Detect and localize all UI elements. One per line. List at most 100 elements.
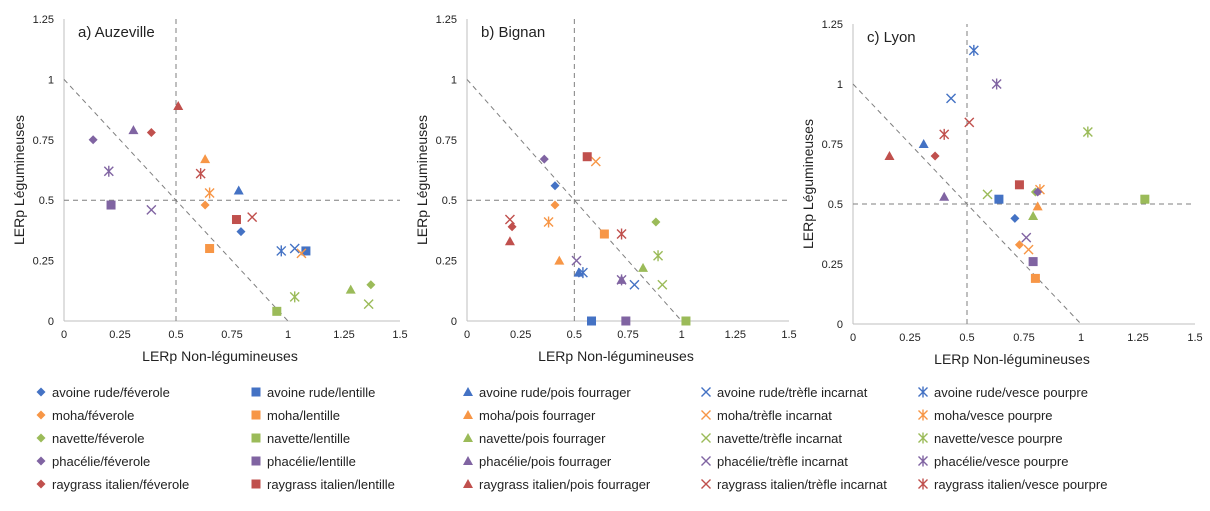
y-tick-label: 0 [451, 316, 457, 328]
legend-entry-label: avoine rude/pois fourrager [479, 385, 631, 400]
panel-title: a) Auzeville [78, 24, 155, 41]
scatter-panel: 0 0.25 0.5 0.75 1 1.25 1.5 0 0.25 0.5 0.75 1 1.25 c) … [800, 19, 1203, 367]
data-point [653, 250, 664, 262]
data-point [128, 125, 139, 135]
x-tick-label: 1 [679, 329, 685, 341]
legend-entry-label: navette/lentille [267, 431, 350, 446]
data-point [103, 165, 114, 177]
legend-marker [918, 455, 928, 467]
data-point [657, 279, 668, 290]
x-tick-label: 0.5 [567, 329, 582, 341]
y-tick-label: 0.25 [436, 256, 457, 268]
legend-entry-label: moha/vesce pourpre [934, 408, 1053, 423]
data-point [236, 227, 246, 237]
x-tick-label: 1.25 [1127, 332, 1148, 344]
legend-marker [36, 410, 46, 420]
legend-marker [701, 479, 711, 489]
y-tick-label: 0.75 [33, 135, 54, 147]
data-point [1021, 232, 1032, 243]
legend-marker [251, 456, 261, 466]
data-point [991, 78, 1002, 90]
data-point [629, 279, 640, 290]
legend-entry-label: navette/vesce pourpre [934, 431, 1063, 446]
legend-marker [463, 433, 473, 442]
legend-entry-label: phacélie/lentille [267, 454, 356, 469]
legend-entry-label: navette/trèfle incarnat [717, 431, 842, 446]
data-point [939, 128, 950, 140]
legend-entry-label: navette/pois fourrager [479, 431, 606, 446]
data-point [1082, 126, 1093, 138]
data-point [363, 299, 374, 310]
legend-marker [701, 410, 711, 420]
data-point [233, 185, 244, 195]
data-point [195, 168, 206, 180]
y-tick-label: 1 [837, 79, 843, 91]
y-tick-label: 1.25 [436, 14, 457, 26]
data-point [146, 128, 156, 138]
legend-entry-label: navette/féverole [52, 431, 145, 446]
data-point [1030, 273, 1040, 283]
data-point [504, 236, 515, 246]
legend-entry-label: phacélie/féverole [52, 454, 150, 469]
data-point [247, 212, 258, 223]
legend-marker [36, 456, 46, 466]
legend-entry-label: raygrass italien/lentille [267, 477, 395, 492]
x-tick-label: 1.25 [725, 329, 746, 341]
legend-marker [918, 432, 928, 444]
data-point [543, 216, 554, 228]
y-tick-label: 0.25 [822, 259, 843, 271]
data-point [1023, 244, 1034, 255]
legend-entry-label: avoine rude/vesce pourpre [934, 385, 1088, 400]
scatter-panel: 0 0.25 0.5 0.75 1 1.25 1.5 0 0.25 0.5 0.75 1 1.25 b) … [414, 14, 797, 364]
data-point [1140, 194, 1150, 204]
data-point [366, 280, 376, 290]
legend-entry-label: avoine rude/lentille [267, 385, 375, 400]
x-tick-label: 0.75 [221, 329, 242, 341]
scatter-panel: 0 0.25 0.5 0.75 1 1.25 1.5 0 0.25 0.5 0.75 1 1.25 a) … [11, 14, 408, 364]
legend-entry-label: raygrass italien/pois fourrager [479, 477, 651, 492]
legend-marker [918, 409, 928, 421]
data-point [88, 135, 98, 145]
x-tick-label: 1.5 [392, 329, 407, 341]
data-point [345, 284, 356, 294]
x-tick-label: 0.75 [1013, 332, 1034, 344]
legend-marker [463, 387, 473, 396]
legend: avoine rude/féverole avoine rude/lentille… [36, 385, 1107, 492]
data-point [939, 191, 950, 201]
y-axis-label: LERp Légumineuses [11, 115, 27, 245]
data-point [1032, 201, 1043, 211]
data-point [587, 316, 597, 326]
data-point [918, 139, 929, 148]
legend-marker [463, 479, 473, 488]
legend-entry-label: avoine rude/féverole [52, 385, 170, 400]
panel-title: b) Bignan [481, 24, 545, 41]
data-point [200, 154, 211, 164]
legend-marker [701, 387, 711, 397]
data-point [289, 291, 300, 303]
legend-entry-label: phacélie/vesce pourpre [934, 454, 1068, 469]
x-tick-label: 0.25 [510, 329, 531, 341]
data-point [1014, 240, 1024, 250]
data-point [590, 156, 601, 167]
x-tick-label: 0.5 [168, 329, 183, 341]
legend-marker [251, 479, 261, 489]
data-point [577, 267, 588, 279]
data-point [1033, 187, 1043, 197]
data-point [599, 229, 609, 239]
y-tick-label: 0.75 [436, 135, 457, 147]
legend-entry-label: moha/pois fourrager [479, 408, 596, 423]
y-tick-label: 1 [451, 74, 457, 86]
legend-marker [463, 456, 473, 465]
data-point [571, 255, 582, 266]
data-point [173, 100, 184, 110]
legend-marker [36, 387, 46, 397]
y-tick-label: 1.25 [822, 19, 843, 31]
legend-entry-label: raygrass italien/féverole [52, 477, 189, 492]
y-tick-label: 0.75 [822, 139, 843, 151]
data-point [994, 194, 1004, 204]
x-axis-label: LERp Non-légumineuses [538, 348, 694, 364]
y-tick-label: 0.5 [442, 195, 457, 207]
diagonal-reference-line [63, 79, 289, 322]
y-tick-label: 1.25 [33, 14, 54, 26]
